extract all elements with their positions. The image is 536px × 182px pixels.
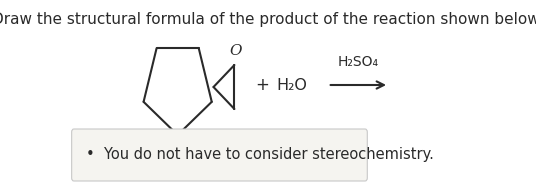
Text: H₂O: H₂O [277, 78, 307, 92]
Text: •  You do not have to consider stereochemistry.: • You do not have to consider stereochem… [86, 147, 434, 163]
Text: H₂SO₄: H₂SO₄ [338, 55, 379, 69]
Text: O: O [229, 44, 242, 58]
Text: Draw the structural formula of the product of the reaction shown below.: Draw the structural formula of the produ… [0, 12, 536, 27]
FancyBboxPatch shape [72, 129, 367, 181]
Text: +: + [255, 76, 269, 94]
